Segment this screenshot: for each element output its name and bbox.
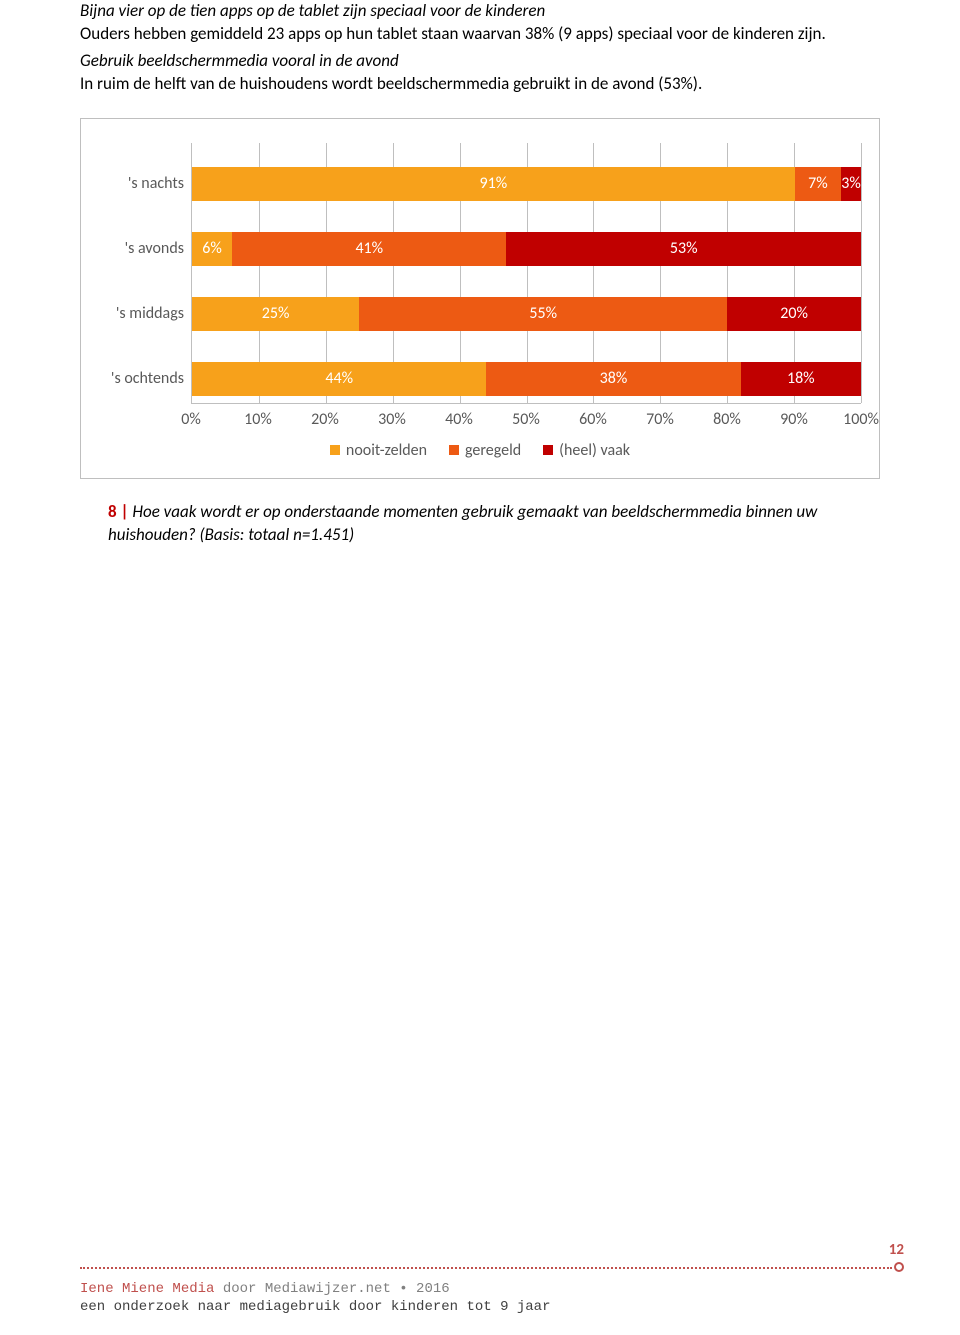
circle-icon [894, 1262, 904, 1272]
gridline [861, 143, 862, 403]
bar-segment: 7% [795, 167, 841, 201]
legend-label: geregeld [465, 441, 521, 460]
chart-container: 's nachts91%7%3%'s avonds6%41%53%'s midd… [80, 118, 880, 479]
bar-segment: 44% [192, 362, 486, 396]
legend-swatch [543, 445, 553, 455]
category-label: 's avonds [98, 232, 192, 266]
x-tick-label: 70% [646, 410, 674, 429]
x-tick-label: 100% [843, 410, 879, 429]
legend-item: nooit-zelden [330, 441, 427, 460]
dotted-rule [80, 1267, 892, 1269]
footer-subtitle: een onderzoek naar mediagebruik door kin… [80, 1299, 916, 1315]
legend-item: (heel) vaak [543, 441, 630, 460]
paragraph-apps: Ouders hebben gemiddeld 23 apps op hun t… [80, 23, 880, 46]
plot-area: 's nachts91%7%3% 's avonds6%41%53% 's midd… [191, 143, 861, 403]
legend-swatch [330, 445, 340, 455]
category-label: 's nachts [98, 167, 192, 201]
bar-row: 's ochtends44%38%18% [192, 362, 861, 396]
legend-label: nooit-zelden [346, 441, 427, 460]
bar-segment: 38% [486, 362, 740, 396]
bar-segment: 6% [192, 232, 232, 266]
category-label: 's ochtends [98, 362, 192, 396]
caption-number: 8 [108, 501, 117, 522]
bar-segment: 55% [359, 297, 727, 331]
page-footer: 12 Iene Miene Media door Mediawijzer.net… [0, 1263, 960, 1315]
bar-segment: 3% [841, 167, 861, 201]
category-label: 's middags [98, 297, 192, 331]
caption-text: Hoe vaak wordt er op onderstaande moment… [108, 501, 817, 545]
bar-segment: 25% [192, 297, 359, 331]
x-axis: 0%10%20%30%40%50%60%70%80%90%100% [191, 403, 861, 431]
footer-byline: door Mediawijzer.net • 2016 [214, 1281, 449, 1297]
footer-divider: 12 [80, 1263, 916, 1275]
paragraph-usage: In ruim de helft van de huishoudens word… [80, 73, 880, 96]
x-tick-label: 30% [378, 410, 406, 429]
x-tick-label: 20% [311, 410, 339, 429]
x-tick-label: 10% [244, 410, 272, 429]
legend-item: geregeld [449, 441, 521, 460]
legend-swatch [449, 445, 459, 455]
legend-label: (heel) vaak [559, 441, 630, 460]
bar-segment: 20% [727, 297, 861, 331]
bar-segment: 53% [506, 232, 861, 266]
bar-row: 's nachts91%7%3% [192, 167, 861, 201]
bar-row: 's avonds6%41%53% [192, 232, 861, 266]
footer-brand: Iene Miene Media [80, 1281, 214, 1297]
bar-segment: 41% [232, 232, 506, 266]
x-tick-label: 80% [713, 410, 741, 429]
x-tick-label: 90% [780, 410, 808, 429]
x-tick-label: 60% [579, 410, 607, 429]
chart-legend: nooit-zelden geregeld (heel) vaak [93, 441, 867, 460]
heading-apps: Bijna vier op de tien apps op de tablet … [80, 0, 880, 21]
x-tick-label: 50% [512, 410, 540, 429]
bar-segment: 91% [192, 167, 795, 201]
x-tick-label: 0% [181, 410, 201, 429]
bar-row: 's middags25%55%20% [192, 297, 861, 331]
heading-usage: Gebruik beeldschermmedia vooral in de av… [80, 50, 880, 71]
x-tick-label: 40% [445, 410, 473, 429]
page-number: 12 [889, 1241, 904, 1259]
chart-caption: 8 | Hoe vaak wordt er op onderstaande mo… [80, 501, 880, 547]
footer-credit: Iene Miene Media door Mediawijzer.net • … [80, 1281, 916, 1297]
bar-segment: 18% [741, 362, 861, 396]
caption-separator: | [117, 501, 133, 522]
